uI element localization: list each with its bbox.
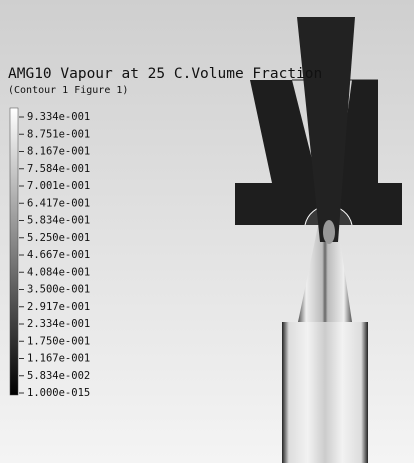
legend-label: 1.167e-001: [27, 353, 90, 365]
legend-label: 5.834e-002: [27, 370, 90, 382]
legend-label: 8.167e-001: [27, 146, 90, 158]
legend: 9.334e-001 8.751e-001 8.167e-001 7.584e-001…: [19, 111, 90, 399]
legend-label: 1.750e-001: [27, 335, 90, 347]
legend-label: 2.917e-001: [27, 301, 90, 313]
legend-label: 4.084e-001: [27, 266, 90, 278]
tube: [282, 322, 368, 463]
legend-label: 4.667e-001: [27, 249, 90, 261]
legend-label: 7.001e-001: [27, 180, 90, 192]
subtitle: (Contour 1 Figure 1): [8, 85, 128, 96]
colorbar: [10, 108, 18, 395]
legend-label: 5.834e-001: [27, 215, 90, 227]
contour-view: AMG10 Vapour at 25 C.Volume Fraction (Co…: [0, 0, 414, 463]
legend-label: 1.000e-015: [27, 387, 90, 399]
legend-label: 8.751e-001: [27, 128, 90, 140]
legend-label: 7.584e-001: [27, 163, 90, 175]
legend-label: 2.334e-001: [27, 318, 90, 330]
legend-label: 9.334e-001: [27, 111, 90, 123]
title: AMG10 Vapour at 25 C.Volume Fraction: [8, 66, 322, 82]
legend-label: 6.417e-001: [27, 197, 90, 209]
legend-label: 3.500e-001: [27, 284, 90, 296]
page: AMG10 Vapour at 25 C.Volume Fraction (Co…: [0, 0, 414, 463]
needle-tip: [323, 220, 335, 244]
legend-label: 5.250e-001: [27, 232, 90, 244]
